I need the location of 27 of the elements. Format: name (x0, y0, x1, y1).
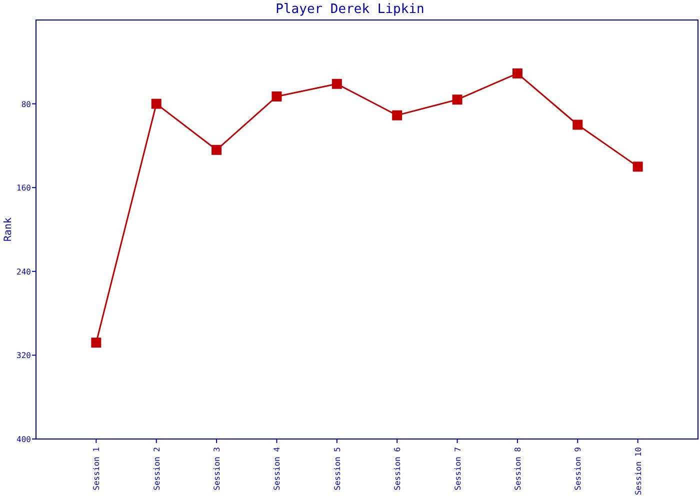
x-tick-label: Session 6 (393, 446, 402, 490)
y-tick-label: 160 (16, 184, 32, 193)
y-tick-label: 400 (16, 435, 32, 444)
point (272, 91, 282, 102)
point (151, 98, 162, 109)
x-tick-label: Session 3 (212, 446, 222, 490)
point (212, 144, 222, 155)
x-tick-label: Session 4 (272, 446, 282, 490)
x-tick-label: Session 9 (574, 446, 583, 490)
point (332, 78, 342, 89)
x-tick-label: Session 1 (92, 446, 102, 490)
x-tick-label: Session 5 (332, 446, 342, 490)
chart-title: Player Derek Lipkin (276, 2, 424, 17)
point (572, 120, 583, 130)
x-tick-label: Session 10 (634, 446, 643, 496)
point (452, 94, 462, 105)
point (91, 338, 102, 348)
y-tick-label: 240 (16, 267, 32, 276)
y-tick-label: 80 (21, 100, 32, 109)
x-tick-label: Session 8 (513, 446, 522, 490)
x-tick-label: Session 7 (453, 446, 462, 490)
y-axis-title: Rank (3, 217, 14, 242)
point (512, 68, 522, 78)
y-tick-label: 320 (16, 351, 32, 360)
point (392, 110, 402, 120)
x-tick-label: Session 2 (152, 446, 162, 490)
point (632, 162, 643, 172)
